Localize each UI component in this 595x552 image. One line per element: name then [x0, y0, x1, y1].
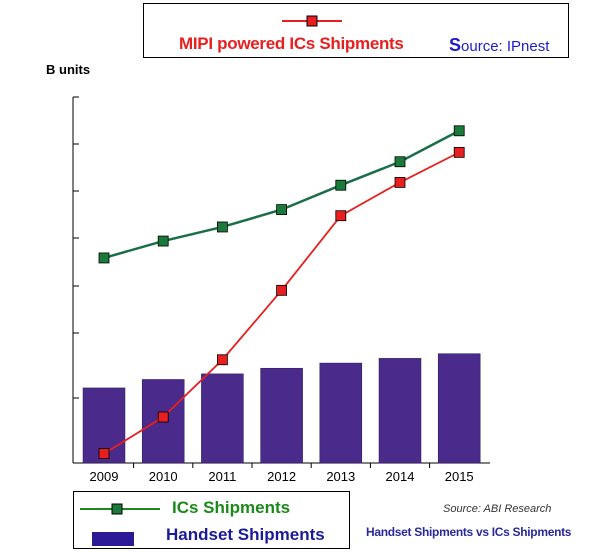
bottom-legend: ICs Shipments Handset Shipments [73, 491, 350, 549]
mipi-point-2015 [453, 146, 465, 158]
x-tick-label-2012: 2012 [267, 469, 296, 484]
handset-legend-swatch [92, 532, 134, 546]
mipi-point-2014 [394, 176, 406, 188]
ics-point-2013 [335, 179, 347, 191]
handset-legend-label: Handset Shipments [166, 525, 325, 544]
ics-point-2010 [157, 235, 169, 247]
mipi-point-2013 [335, 210, 347, 222]
mipi-legend-swatch [282, 15, 342, 27]
source-ipnest-rest: ource: IPnest [461, 38, 550, 55]
top-legend: MIPI powered ICs Shipments Source: IPnes… [143, 3, 569, 58]
mipi-point-2010 [157, 411, 169, 423]
ics-legend-swatch [80, 503, 160, 515]
ics-point-2009 [98, 252, 110, 264]
x-tick-label-2013: 2013 [326, 469, 355, 484]
ics-point-2015 [453, 125, 465, 137]
source-abi-note: Source: ABI Research [443, 503, 552, 515]
ics-point-2011 [216, 221, 228, 233]
source-ipnest: Source: IPnest [449, 35, 549, 56]
mipi-point-2009 [98, 448, 110, 460]
x-tick-label-2009: 2009 [90, 469, 119, 484]
chart-plot: 2009 2010 2011 2012 2013 2014 2015 [72, 96, 490, 484]
y-axis-unit: B units [46, 62, 91, 77]
x-tick-label-2014: 2014 [386, 469, 415, 484]
handset-bar-2012 [260, 367, 303, 464]
mipi-legend-label: MIPI powered ICs Shipments [179, 34, 404, 53]
ics-point-2012 [276, 204, 288, 216]
x-tick-label-2015: 2015 [445, 469, 474, 484]
x-tick-label-2011: 2011 [208, 469, 236, 484]
x-tick-label-2010: 2010 [149, 469, 178, 484]
handset-bar-2013 [319, 362, 363, 464]
ics-point-2014 [394, 156, 406, 168]
ics-line [103, 129, 460, 260]
handset-bar-2011 [201, 373, 244, 464]
handset-bar-2014 [378, 358, 422, 464]
mipi-point-2011 [216, 354, 228, 366]
chart-caption: Handset Shipments vs ICs Shipments [366, 525, 572, 539]
handset-bar-2015 [437, 353, 481, 464]
source-ipnest-initial: S [449, 35, 462, 55]
mipi-point-2012 [276, 284, 288, 296]
ics-legend-label: ICs Shipments [172, 498, 291, 517]
